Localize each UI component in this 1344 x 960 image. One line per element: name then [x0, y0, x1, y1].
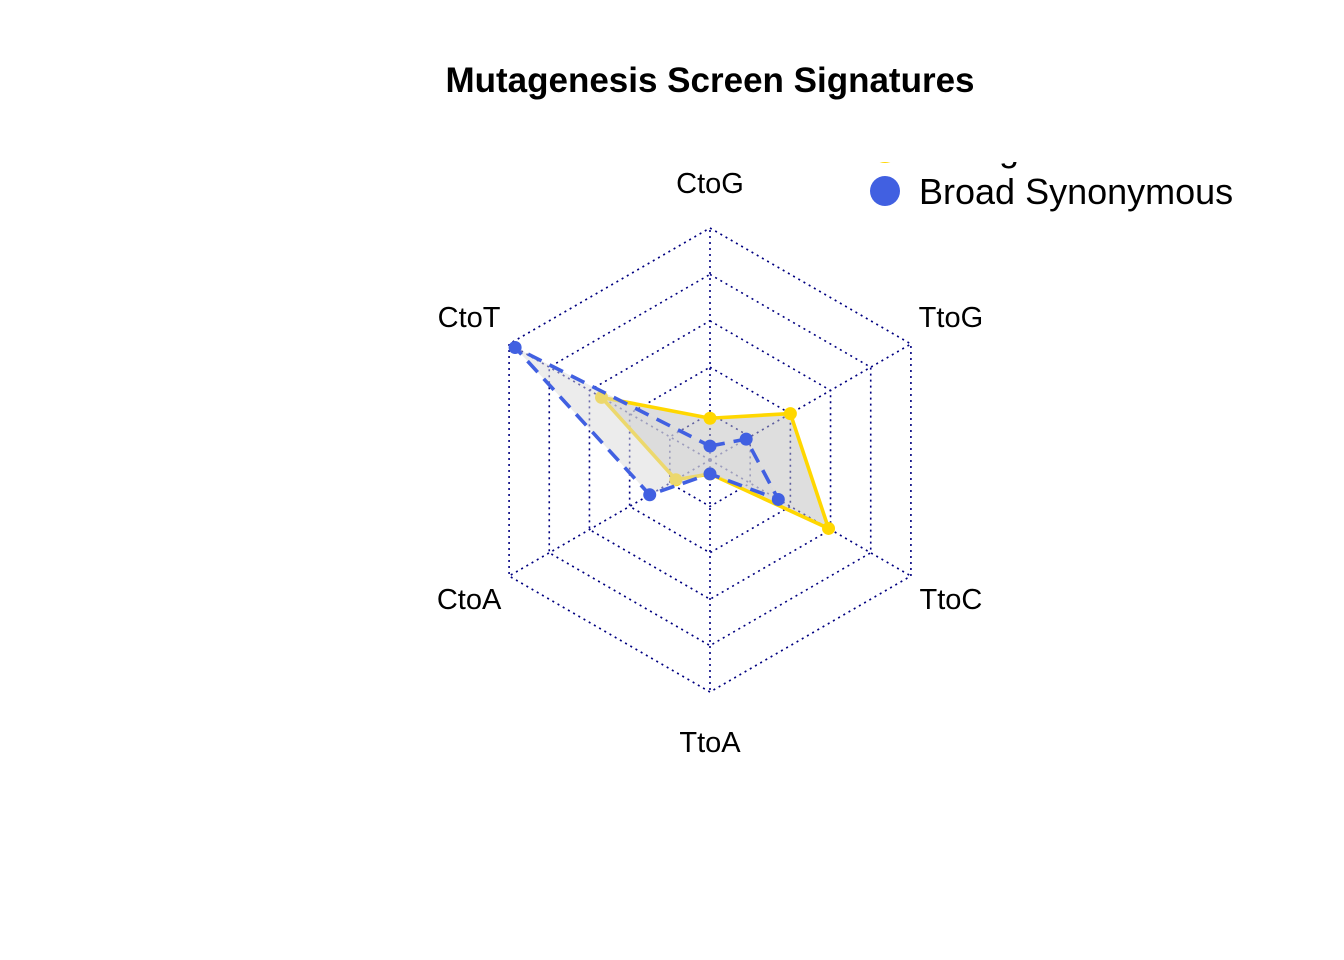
- series-area-1: [515, 347, 779, 500]
- axis-label-ctoa: CtoA: [437, 584, 502, 616]
- axis-label-ctog: CtoG: [676, 168, 744, 200]
- legend-label-0: Mutagenized: [919, 128, 1125, 169]
- series-0-point-ttog: [783, 407, 797, 421]
- series-1-point-ttog: [739, 432, 753, 446]
- axis-label-ttog: TtoG: [919, 302, 983, 334]
- grid-ring-1: [669, 412, 751, 508]
- axis-label-ttoa: TtoA: [679, 727, 741, 759]
- axis-spoke-ctoa: [508, 459, 711, 577]
- series-1-point-ttoa: [703, 467, 717, 481]
- series-1-point-ttoc: [771, 492, 785, 506]
- radar-series: [508, 340, 836, 535]
- legend-label-1: Broad Synonymous: [919, 171, 1233, 212]
- series-1-point-ctoa: [643, 488, 657, 502]
- series-1-point-ctog: [703, 439, 717, 453]
- series-0-point-ttoc: [822, 521, 836, 535]
- series-0-point-ctog: [703, 411, 717, 425]
- axis-spoke-ttog: [709, 343, 912, 461]
- legend-marker-0: [879, 162, 891, 163]
- series-1-point-ctot: [508, 340, 522, 354]
- axis-labels: CtoG TtoG TtoC TtoA CtoA CtoT: [437, 168, 983, 759]
- grid-ring-5: [508, 227, 912, 693]
- axis-spoke-ttoc: [709, 459, 912, 577]
- legend-marker-1: [870, 176, 900, 206]
- axis-label-ttoc: TtoC: [919, 584, 982, 616]
- axis-label-ctot: CtoT: [438, 302, 501, 334]
- chart-title: Mutagenesis Screen Signatures: [445, 61, 974, 100]
